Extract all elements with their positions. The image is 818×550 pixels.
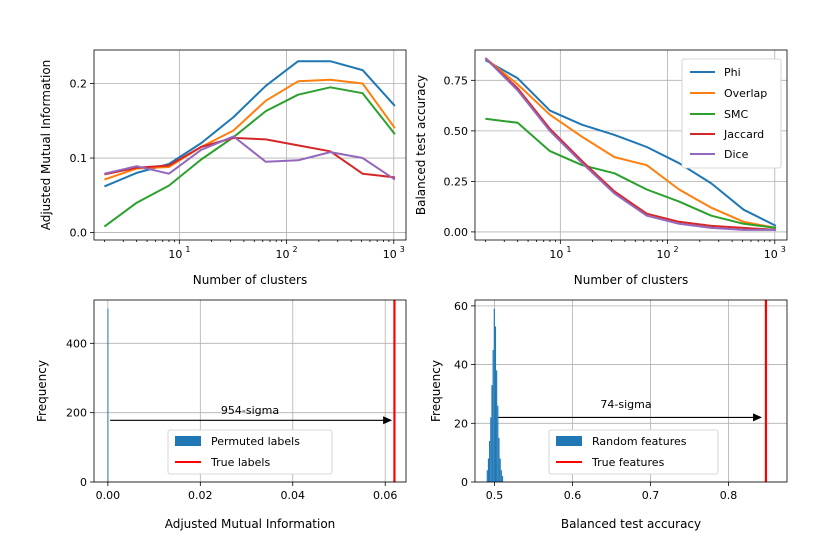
series-smc-line <box>103 86 396 228</box>
accuracy-histogram-x-tick-label: 0.6 <box>564 489 582 502</box>
ami-line-chart-x-tick-exponent: 3 <box>400 245 405 254</box>
ami-histogram-x-tick-label: 0.06 <box>373 489 398 502</box>
ami-line-chart-y-tick-label: 0.1 <box>70 152 88 165</box>
legend-random-swatch <box>556 436 582 446</box>
accuracy-line-chart-legend: Phi Overlap SMC Jaccard Dice <box>681 58 782 169</box>
accuracy-histogram-bar <box>487 458 490 482</box>
accuracy-histogram-x-tick-label: 0.7 <box>642 489 660 502</box>
legend-permuted-swatch <box>175 436 201 446</box>
ami-line-chart-frame <box>93 49 407 241</box>
legend-box <box>548 429 719 475</box>
legend-jaccard-label: Jaccard <box>723 128 764 141</box>
accuracy-histogram-bar <box>493 308 495 482</box>
accuracy-histogram-y-tick-label: 20 <box>454 417 468 430</box>
ami-histogram-x-tick-label: 0.04 <box>281 489 306 502</box>
series-jaccard-line <box>484 57 776 231</box>
legend-overlap-label: Overlap <box>724 87 767 100</box>
accuracy-line-chart-y-label: Balanced test accuracy <box>414 75 428 215</box>
ami-histogram-x-tick-label: 0.00 <box>96 489 121 502</box>
accuracy-line-chart-y-tick-label: 0.50 <box>444 125 469 138</box>
accuracy-histogram-bar <box>490 417 492 482</box>
legend-box <box>167 429 333 475</box>
ami-histogram-x-label: Adjusted Mutual Information <box>165 517 336 531</box>
ami-histogram-y-label: Frequency <box>35 360 49 422</box>
accuracy-line-chart-frame <box>474 49 788 241</box>
legend-true-label: True labels <box>210 456 270 469</box>
legend-true-features-label: True features <box>591 456 665 469</box>
accuracy-histogram-legend: Random features True features <box>548 429 719 475</box>
ami-sigma-annotation: 954-sigma <box>221 404 279 417</box>
accuracy-histogram-bar <box>491 385 493 482</box>
legend-dice-label: Dice <box>724 148 749 161</box>
accuracy-histogram-y-tick-label: 40 <box>454 359 468 372</box>
ami-line-chart-x-tick-exponent: 2 <box>293 245 298 254</box>
accuracy-histogram-bar <box>486 470 488 482</box>
ami-histogram-y-tick-label: 200 <box>66 407 87 420</box>
ami-line-chart-x-tick-label: 10 <box>383 248 397 261</box>
accuracy-histogram-y-label: Frequency <box>429 360 443 422</box>
series-jaccard-line <box>104 136 396 179</box>
accuracy-line-chart-x-label: Number of clusters <box>574 273 688 287</box>
legend-permuted-label: Permuted labels <box>211 435 300 448</box>
series-smc-line <box>485 117 777 229</box>
ami-line-chart-y-tick-label: 0.2 <box>70 78 88 91</box>
ami-histogram-sigma-arrowhead <box>383 416 393 425</box>
series-overlap-line <box>484 57 777 229</box>
ami-histogram: 0.00 0.02 0.04 0.06 0 200 400 Adjusted Mutual … <box>35 299 407 531</box>
ami-histogram-legend: Permuted labels True labels <box>167 429 333 475</box>
accuracy-line-chart: 10 1 10 2 10 30.000.250.500.75 Number of clus… <box>414 49 788 287</box>
accuracy-histogram-x-tick-label: 0.5 <box>486 489 504 502</box>
series-phi-line <box>484 59 777 227</box>
accuracy-histogram-bar <box>499 458 501 482</box>
ami-histogram-bar <box>107 308 109 482</box>
accuracy-line-chart-x-tick-label: 10 <box>764 248 778 261</box>
accuracy-histogram-bar <box>494 326 497 482</box>
accuracy-line-chart-y-tick-label: 0.75 <box>444 74 469 87</box>
accuracy-histogram-bar <box>501 476 504 482</box>
accuracy-histogram-frame <box>474 299 788 483</box>
accuracy-line-chart-x-tick-exponent: 3 <box>781 245 786 254</box>
ami-line-chart-y-tick-label: 0.0 <box>70 227 88 240</box>
accuracy-histogram-bar <box>496 370 498 482</box>
accuracy-line-chart-x-tick-exponent: 1 <box>566 245 571 254</box>
legend-phi-label: Phi <box>724 66 741 79</box>
accuracy-line-chart-x-tick-label: 10 <box>657 248 671 261</box>
ami-histogram-y-tick-label: 400 <box>66 337 87 350</box>
accuracy-sigma-annotation: 74-sigma <box>600 398 651 411</box>
ami-line-chart: 10 1 10 2 10 30.00.10.2 Number of clusters Ad… <box>39 49 407 287</box>
accuracy-histogram-x-label: Balanced test accuracy <box>561 517 701 531</box>
accuracy-histogram-bar <box>498 437 500 482</box>
legend-box <box>681 58 782 169</box>
accuracy-histogram-bar <box>489 440 491 482</box>
accuracy-histogram-y-tick-label: 0 <box>461 476 468 489</box>
ami-line-chart-x-label: Number of clusters <box>193 273 307 287</box>
accuracy-line-chart-y-tick-label: 0.25 <box>444 175 469 188</box>
ami-line-chart-x-tick-label: 10 <box>276 248 290 261</box>
ami-histogram-x-tick-label: 0.02 <box>188 489 213 502</box>
series-dice-line <box>104 135 396 181</box>
accuracy-histogram-sigma-arrowhead <box>753 413 763 422</box>
accuracy-histogram-y-tick-label: 60 <box>454 300 468 313</box>
accuracy-histogram-bar <box>497 405 499 482</box>
accuracy-histogram-x-tick-label: 0.8 <box>720 489 738 502</box>
accuracy-line-chart-y-tick-label: 0.00 <box>444 226 469 239</box>
legend-random-label: Random features <box>592 435 687 448</box>
series-dice-line <box>484 57 776 231</box>
accuracy-histogram-bar <box>500 470 502 482</box>
accuracy-line-chart-x-tick-label: 10 <box>549 248 563 261</box>
ami-line-chart-y-label: Adjusted Mutual Information <box>39 60 53 231</box>
legend-smc-label: SMC <box>724 108 748 121</box>
accuracy-line-chart-x-tick-exponent: 2 <box>674 245 679 254</box>
accuracy-histogram-bar <box>492 349 494 482</box>
ami-line-chart-x-tick-label: 10 <box>168 248 182 261</box>
accuracy-histogram: 0.5 0.6 0.7 0.8 0 20 40 60 Balanced test accura… <box>429 299 788 531</box>
ami-histogram-frame <box>93 299 407 483</box>
ami-line-chart-x-tick-exponent: 1 <box>185 245 190 254</box>
series-overlap-line <box>104 78 396 181</box>
ami-histogram-y-tick-label: 0 <box>80 476 87 489</box>
